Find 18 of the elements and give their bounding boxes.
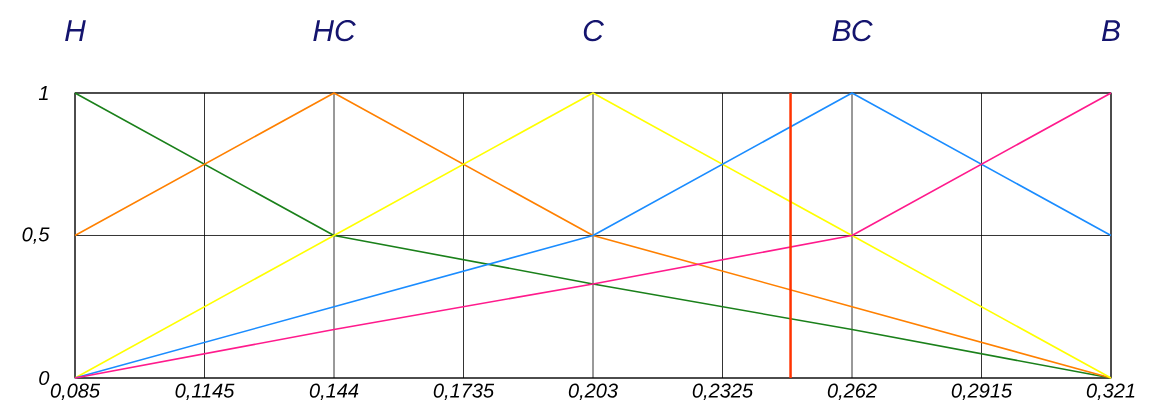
x-tick-label: 0,2915 [951, 383, 1013, 401]
x-tick-label: 0,1735 [433, 383, 495, 401]
x-tick-label: 0,321 [1086, 383, 1135, 401]
x-tick-label: 0,144 [309, 383, 359, 401]
x-tick-label: 0,262 [827, 383, 877, 401]
x-tick-label: 0,203 [568, 383, 618, 401]
x-tick-label: 0,085 [50, 383, 101, 401]
x-tick-label: 0,1145 [175, 383, 235, 401]
annotation: НС [313, 20, 356, 42]
annotation: С [583, 20, 604, 42]
annotation: В [1101, 20, 1120, 41]
y-tick-label: 0,5 [22, 227, 50, 244]
line-series [74, 92, 1112, 379]
y-tick-label: 1 [38, 86, 48, 100]
annotation: Н [65, 20, 86, 41]
annotation: ВС [832, 20, 873, 42]
x-tick-label: 0,2325 [692, 383, 754, 401]
y-tick-label: 0 [39, 370, 50, 386]
